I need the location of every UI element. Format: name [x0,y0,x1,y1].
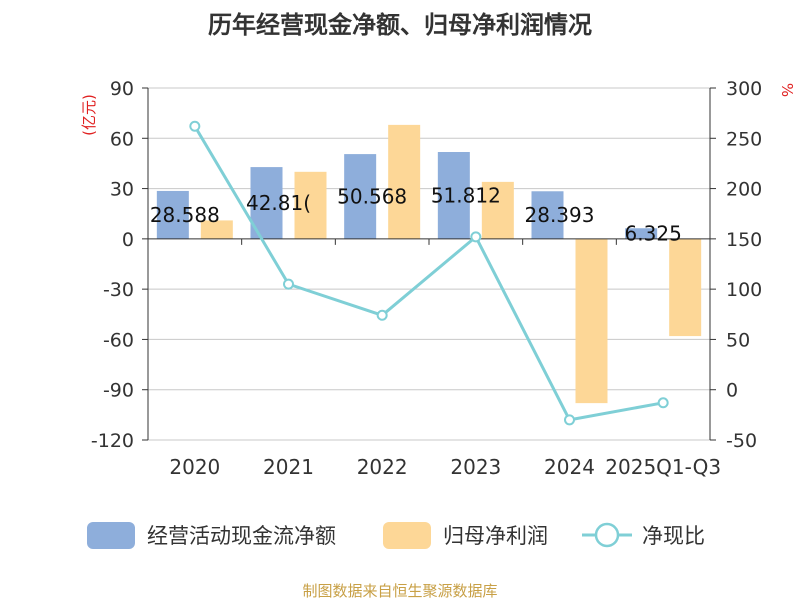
left-tick-label: -30 [103,279,134,301]
bar-cashflow [437,152,470,239]
ratio-line [189,120,669,426]
ratio-point [564,414,575,426]
category-label: 2025Q1-Q3 [605,455,721,479]
legend-item-cashflow[interactable]: 经营活动现金流净额 [87,522,336,549]
right-tick-label: 300 [726,78,762,100]
data-label-cashflow: 28.588 [150,203,220,227]
right-tick-label: 50 [726,329,750,351]
tick-labels: 9060300-30-60-90-120300250200150100500-5… [91,78,762,479]
left-tick-label: -120 [91,430,134,452]
source-note: 制图数据来自恒生聚源数据库 [302,582,497,600]
left-tick-label: 90 [110,78,134,100]
category-label: 2023 [450,455,501,479]
legend-marker-ratio [594,522,620,548]
bar-profit [481,181,514,239]
legend-label-profit: 归母净利润 [443,524,548,548]
data-label-cashflow: 28.393 [525,203,595,227]
right-tick-label: 250 [726,128,762,150]
data-label-cashflow: 51.812 [431,183,501,207]
bar-profit [200,220,233,239]
left-tick-label: 30 [110,179,134,201]
right-tick-label: 0 [726,380,738,402]
bar-cashflow [625,228,658,239]
right-axis-unit: % [778,83,796,97]
ratio-point [283,278,294,290]
legend-item-ratio[interactable]: 净现比 [582,522,705,548]
bar-profit [575,238,608,404]
left-tick-label: -60 [103,329,134,351]
bar-cashflow [344,154,377,239]
bars [156,124,702,404]
left-tick-label: 60 [110,128,134,150]
legend: 经营活动现金流净额 归母净利润 净现比 [87,522,705,549]
legend-label-ratio: 净现比 [642,524,705,548]
bar-profit [388,124,421,239]
ratio-point [376,309,388,321]
category-label: 2021 [263,455,314,479]
left-tick-label: 0 [122,229,134,251]
left-axis-unit: (亿元) [80,94,98,136]
data-label-cashflow: 42.81( [246,191,311,215]
legend-swatch-cashflow [87,522,135,549]
axes [142,87,716,441]
right-tick-label: 150 [726,229,762,251]
category-label: 2024 [544,455,595,479]
bar-profit [669,238,702,337]
category-label: 2022 [357,455,408,479]
legend-swatch-profit [383,522,431,549]
chart-title: 历年经营现金净额、归母净利润情况 [208,11,592,39]
right-tick-label: 100 [726,279,762,301]
data-labels: 28.588 42.81( 50.568 51.812 28.393 6.325 [150,183,682,245]
ratio-point [657,397,669,409]
right-tick-label: -50 [726,430,757,452]
legend-item-profit[interactable]: 归母净利润 [383,522,548,549]
bar-cashflow [156,190,189,239]
grid [148,87,710,441]
ratio-point [470,231,482,243]
category-label: 2020 [169,455,220,479]
data-label-cashflow: 6.325 [625,222,682,246]
right-tick-label: 200 [726,179,762,201]
data-label-cashflow: 50.568 [337,184,407,208]
bar-cashflow [531,191,564,239]
ratio-point [189,120,201,132]
bar-profit [294,171,327,239]
left-tick-label: -90 [103,380,134,402]
ratio-line-path [193,125,664,422]
legend-label-cashflow: 经营活动现金流净额 [147,524,336,548]
